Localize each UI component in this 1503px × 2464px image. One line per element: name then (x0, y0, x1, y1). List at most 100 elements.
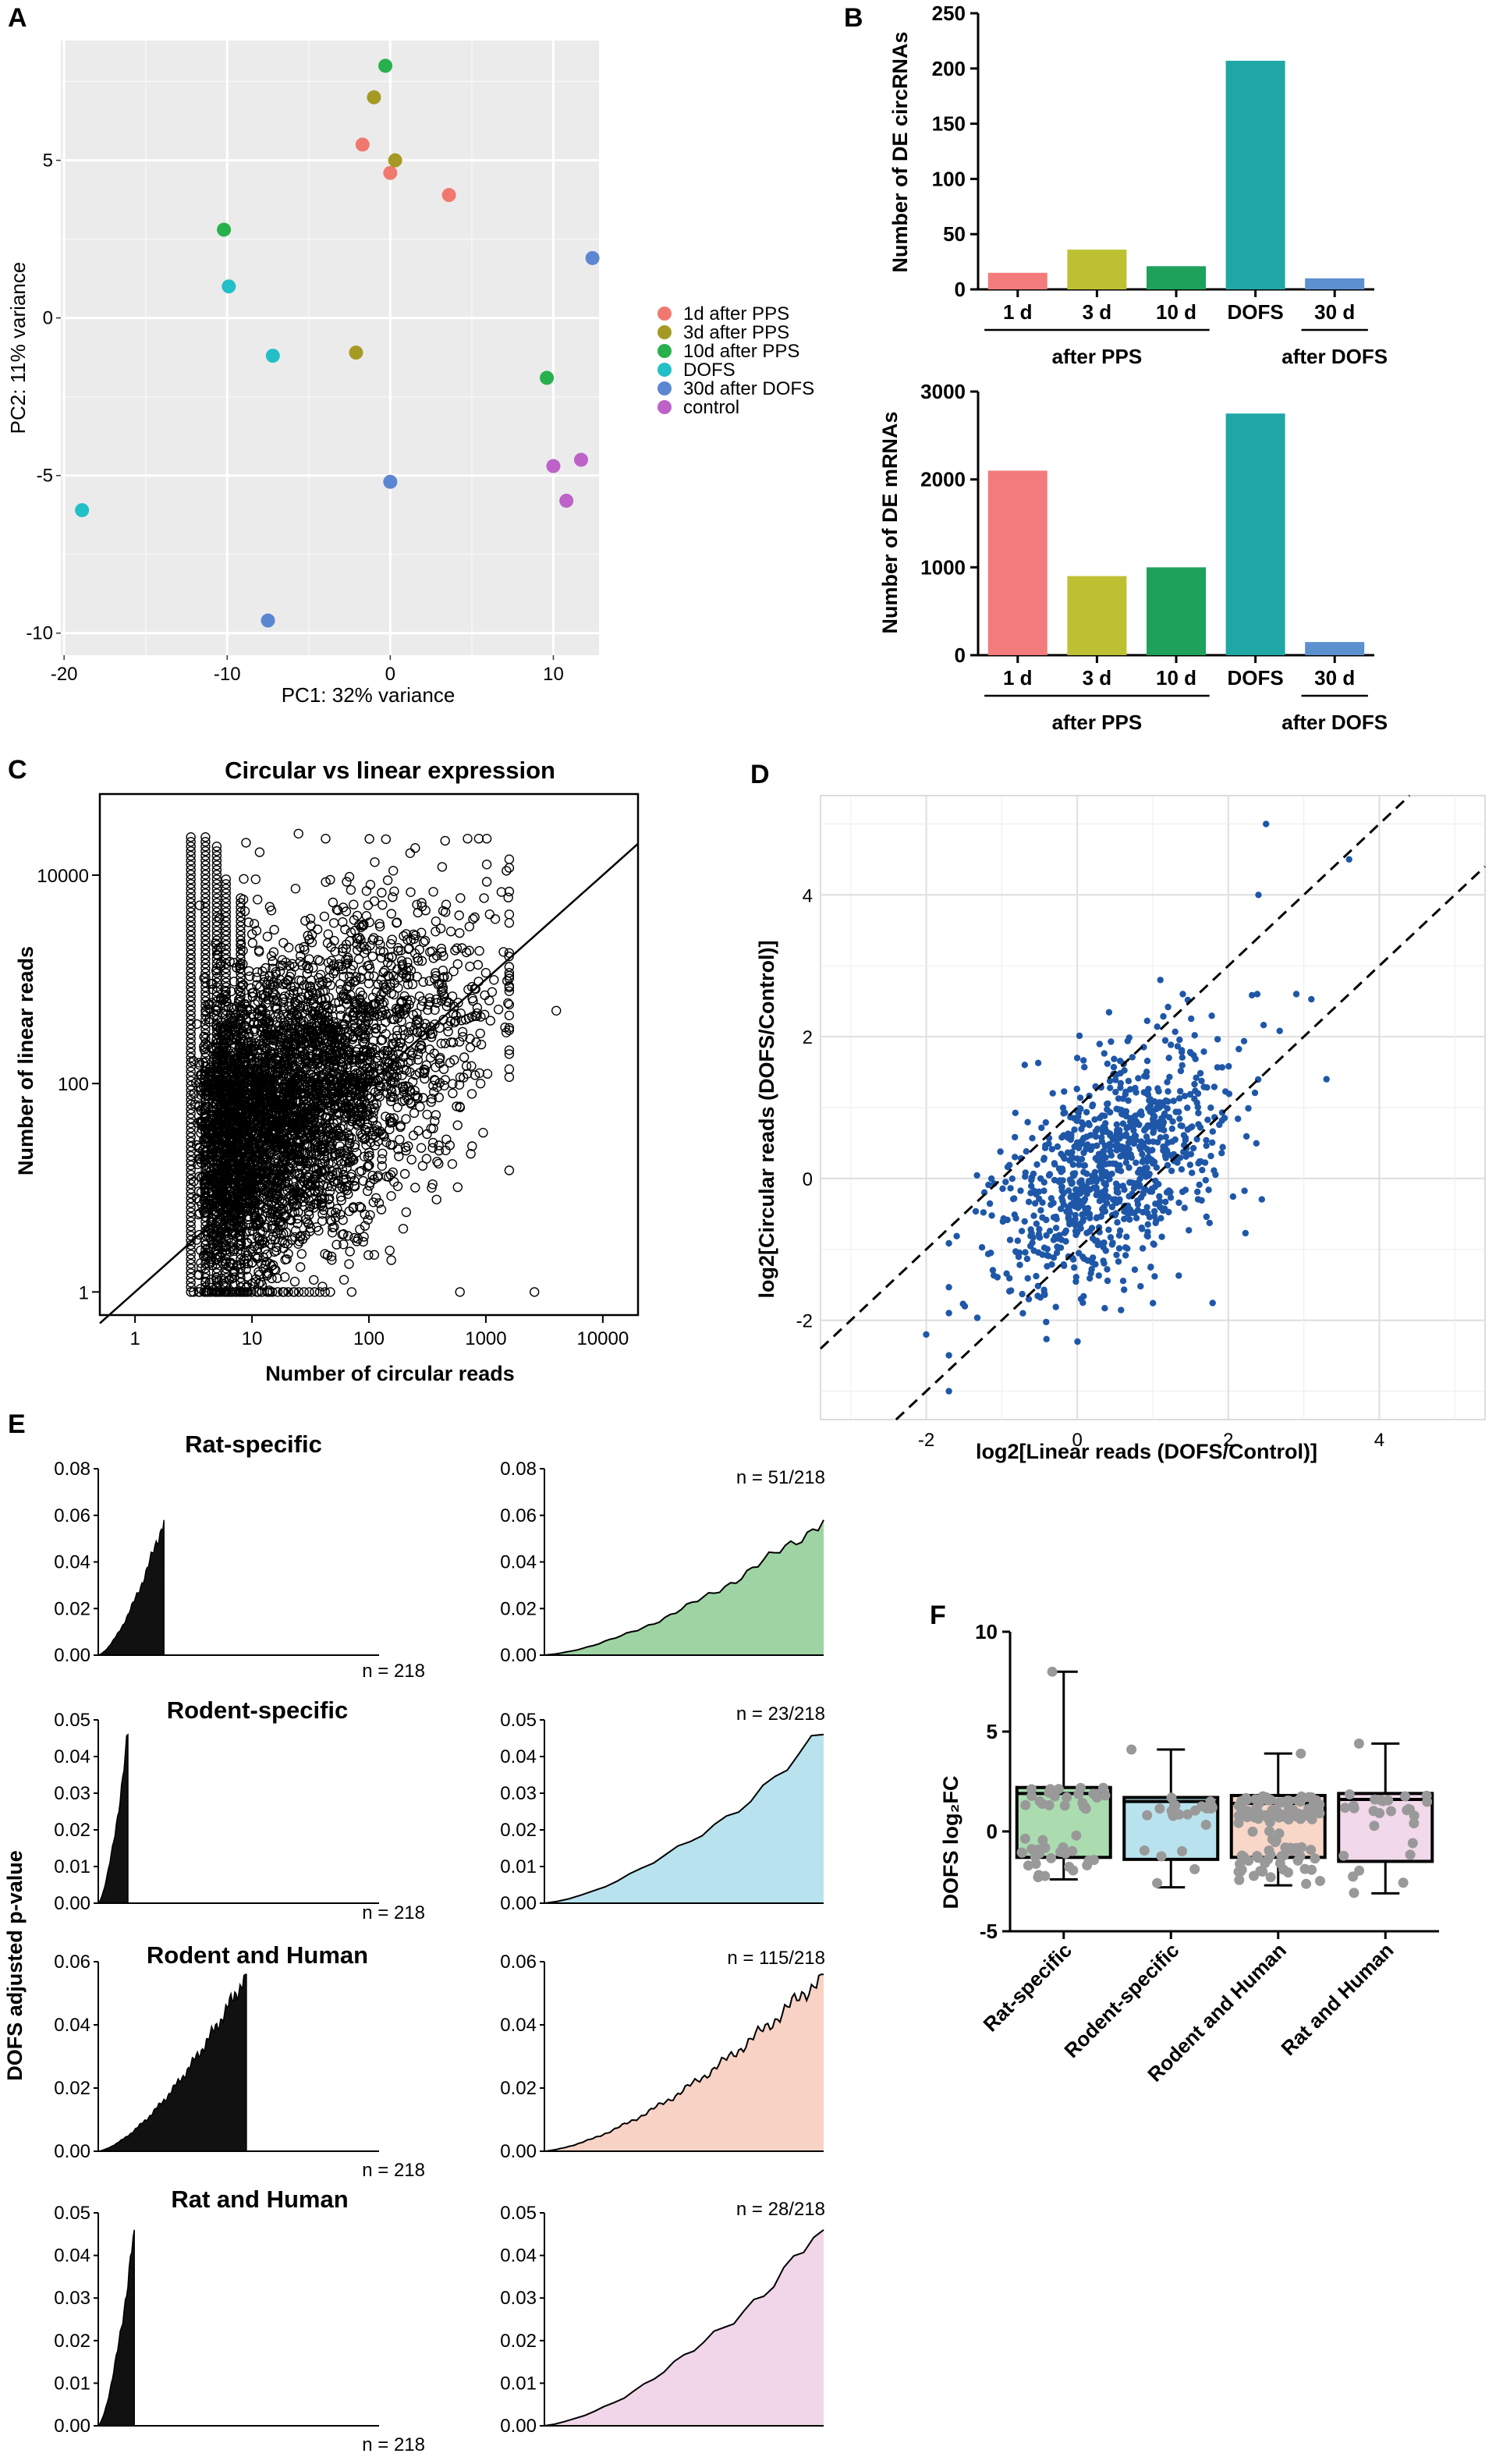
ratio-ticks: -2 0 2 4 -2 0 2 4 (796, 885, 1384, 1451)
y-tick-label: 0.08 (54, 1459, 90, 1480)
panel-label-b: B (844, 3, 863, 33)
category-label: 30 d (1314, 666, 1355, 690)
legend-swatch (658, 363, 672, 377)
group-label: after PPS (1052, 711, 1143, 734)
pca-point (367, 90, 381, 105)
reference-line (99, 842, 639, 1324)
bar (1067, 250, 1127, 289)
y-tick-label: 0 (43, 308, 53, 329)
bar (1225, 60, 1285, 289)
bar (1225, 413, 1285, 655)
y-tick-label: 50 (943, 222, 966, 246)
y-tick-label: 0 (955, 643, 966, 667)
n-subset-rat-and-human: n = 28/218 (736, 2199, 825, 2220)
y-tick-label: 0.01 (500, 2373, 537, 2394)
pca-gridlines (61, 41, 599, 655)
legend-swatch (658, 400, 672, 414)
pvalue-y-axis-label: DOFS adjusted p-value (3, 1850, 27, 2081)
row-rat-specific: Rat-specific 0.000.020.040.060.08 0.000.… (54, 1431, 825, 1682)
data-points (1338, 1738, 1433, 1899)
right-area-rat-and-human: 0.00 0.01 0.02 0.03 0.04 0.05 (500, 2203, 824, 2437)
category-label: 3 d (1083, 666, 1112, 690)
n-subset-rodent-and-human: n = 115/218 (727, 1948, 825, 1969)
data-points (1233, 1748, 1325, 1889)
circular-x-axis-label: Number of circular reads (265, 1362, 515, 1385)
y-tick-label: 0.06 (54, 1952, 90, 1973)
linear-y-axis-label: Number of linear reads (14, 946, 37, 1175)
y-tick-label: 5 (43, 151, 53, 172)
ratio-dashed-lines (819, 794, 1487, 1421)
bar (1305, 278, 1365, 289)
y-tick-label: 0.05 (500, 1710, 537, 1731)
panel-d: D -2 0 2 4 -2 0 2 4 log2[Linear reads (DOFS/Con… (750, 760, 1487, 1463)
y-tick-label: 100 (58, 1074, 89, 1095)
row-rodent-and-human: Rodent and Human 0.000.020.040.06 0.000.… (54, 1941, 825, 2181)
pca-points (75, 58, 600, 628)
row-rat-and-human: Rat and Human 0.00 0.01 0.02 0.03 0.04 0.05 0… (54, 2186, 825, 2455)
right-area-rodent-and-human: 0.00 0.02 0.04 0.06 (500, 1952, 824, 2162)
log2fc-y-axis-label: DOFS log₂FC (939, 1776, 962, 1909)
panel-label-d: D (750, 760, 770, 789)
y-tick-label: 0.00 (54, 2141, 90, 2162)
pvalue-area-outline (544, 1733, 824, 1904)
y-tick-label: 0.04 (54, 1552, 90, 1573)
circrna-y-axis-label: Number of DE circRNAs (888, 31, 912, 272)
category-label: 30 d (1314, 300, 1355, 324)
circular-vs-linear-title: Circular vs linear expression (225, 757, 555, 784)
category-label: 10 d (1156, 300, 1196, 324)
row-title-rodent-specific: Rodent-specific (167, 1696, 349, 1724)
y-tick-label: 0.01 (54, 1856, 90, 1877)
y-tick-label: 100 (932, 167, 966, 190)
pca-point (540, 370, 555, 385)
pca-point (261, 613, 275, 628)
pca-point (217, 222, 232, 237)
y-tick-label: 2000 (920, 468, 966, 491)
data-points (1126, 1744, 1218, 1888)
y-tick-label: -2 (796, 1311, 813, 1332)
y-tick-label: 0.03 (500, 2288, 537, 2309)
y-tick-label: 0.02 (500, 2331, 537, 2352)
ratio-x-axis-label: log2[Linear reads (DOFS/Control)] (976, 1440, 1317, 1463)
bar (1067, 576, 1127, 655)
bar (987, 272, 1047, 289)
y-tick-label: 10 (975, 1620, 998, 1643)
pca-point (546, 459, 561, 473)
pvalue-area-fill (544, 1974, 824, 2151)
x-tick-label: 10000 (576, 1328, 629, 1349)
y-tick-label: 0.00 (500, 1645, 537, 1666)
panel-label-c: C (8, 755, 27, 785)
y-tick-label: 1000 (920, 555, 966, 579)
pca-x-ticks: -20 -10 0 10 (51, 655, 564, 685)
n-subset-rat-specific: n = 51/218 (736, 1467, 825, 1488)
y-tick-label: 0.03 (500, 1783, 537, 1804)
legend-label: 10d after PPS (683, 341, 799, 362)
y-tick-label: 0.02 (54, 2078, 90, 2099)
x-tick-label: 0 (385, 664, 395, 685)
y-tick-label: 0.04 (54, 2246, 90, 2267)
y-tick-label: 0 (955, 278, 966, 301)
category-label: 1 d (1003, 300, 1033, 324)
y-tick-label: 0.06 (500, 1952, 537, 1973)
panel-b: B 0 50 100 150 200 250 1 d 3 d 10 d DOFS 30 d after… (844, 2, 1388, 734)
y-tick-label: 4 (803, 885, 813, 906)
y-tick-label: -5 (980, 1920, 998, 1943)
group-label: after DOFS (1281, 345, 1388, 368)
n-subset-rodent-specific: n = 23/218 (736, 1704, 825, 1725)
mrna-y-axis-label: Number of DE mRNAs (878, 411, 902, 633)
y-tick-label: 2 (803, 1027, 813, 1048)
y-tick-label: 0.00 (500, 2141, 537, 2162)
panel-a: A -20 -10 0 10 5 0 -5 -10 PC1: 32% variance PC… (6, 3, 814, 707)
pca-point (222, 279, 236, 294)
panel-f: F DOFS log₂FC 10 5 0 -5Rat-specificRodent-s… (930, 1601, 1439, 2086)
group-label: after PPS (1052, 345, 1143, 368)
y-tick-label: 0.06 (54, 1505, 90, 1526)
bar (1147, 567, 1206, 655)
y-tick-label: 0.04 (500, 2015, 537, 2036)
left-area-rodent-and-human: 0.00 0.02 0.04 0.06 (54, 1952, 379, 2162)
row-title-rat-specific: Rat-specific (185, 1431, 322, 1458)
y-tick-label: 1 (79, 1282, 89, 1303)
y-tick-label: 0.00 (54, 2416, 90, 2437)
bar (987, 470, 1047, 655)
y-tick-label: 0.00 (54, 1893, 90, 1914)
dashed-line-lower (895, 865, 1487, 1421)
